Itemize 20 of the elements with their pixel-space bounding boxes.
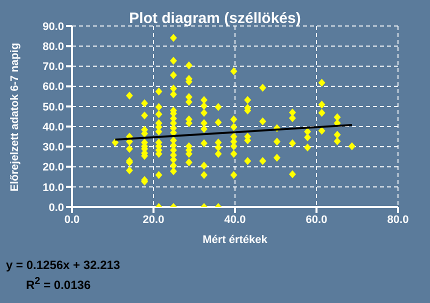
x-tick-label: 80.0 (387, 214, 409, 226)
y-tick-label: 20.0 (42, 162, 64, 174)
text: R$^{2}$ = 0.0136 (26, 276, 91, 292)
text: y = 0.1256x + 32.213 (6, 258, 120, 272)
y-axis-title: Előrejelzett adatok 6-7 napig (8, 42, 21, 192)
x-tick-label: 20.0 (142, 214, 164, 226)
y-tick-label: 30.0 (42, 142, 64, 154)
y-tick-label: 70.0 (42, 61, 64, 74)
x-tick-label: 60.0 (306, 214, 328, 226)
y-tick-label: 40.0 (42, 121, 64, 134)
x-axis-title: Mért értékek (202, 234, 268, 246)
y-tick-label: 10.0 (42, 182, 64, 194)
y-tick-label: 0.0 (48, 202, 64, 214)
y-tick-label: 90.0 (42, 20, 64, 33)
y-tick-label: 50.0 (42, 101, 64, 114)
y-tick-label: 60.0 (42, 81, 64, 94)
x-tick-label: 0.0 (64, 214, 80, 226)
y-tick-label: 80.0 (42, 41, 64, 54)
chart-title: Plot diagram (széllökés) (129, 10, 301, 27)
x-tick-label: 40.0 (224, 214, 246, 226)
